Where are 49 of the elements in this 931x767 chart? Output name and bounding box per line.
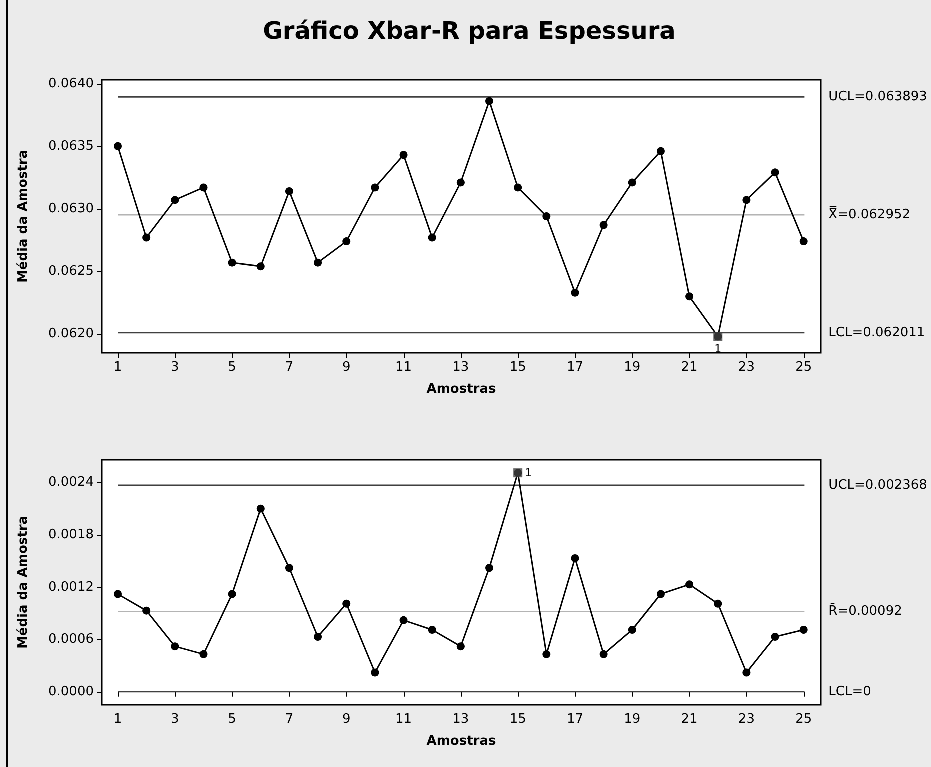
y-tick-label: 0.0630 (48, 201, 94, 216)
x-tick-label: 17 (566, 360, 584, 375)
y-tick-label: 0.0006 (48, 632, 94, 648)
ref-line-label: UCL=0.063893 (828, 90, 928, 105)
x-tick-label: 3 (171, 712, 180, 727)
x-tick-label: 7 (285, 360, 294, 375)
x-axis-title: Amostras (426, 734, 496, 749)
ref-line-label: R̄=0.00092 (828, 602, 902, 620)
annotation: 1 (714, 342, 722, 356)
x-tick-label: 15 (510, 360, 526, 375)
x-tick-label: 9 (342, 712, 351, 727)
y-tick-label: 0.0012 (48, 580, 94, 595)
x-tick-label: 11 (396, 360, 412, 375)
y-tick-label: 0.0640 (48, 76, 94, 92)
x-tick-label: 25 (796, 360, 812, 375)
x-tick-label: 13 (452, 360, 470, 375)
y-tick-label: 0.0000 (48, 684, 94, 700)
chart-title: Gráfico Xbar-R para Espessura (263, 17, 676, 45)
annotation: 1 (525, 466, 532, 480)
ref-line-label: X̿=0.062952 (828, 206, 911, 222)
x-tick-label: 3 (171, 360, 180, 375)
x-tick-label: 25 (796, 712, 812, 727)
x-tick-label: 1 (114, 712, 122, 727)
ref-line-label: LCL=0.062011 (828, 325, 926, 340)
y-tick-label: 0.0024 (48, 475, 94, 490)
y-tick-label: 0.0620 (48, 326, 94, 342)
x-tick-label: 11 (396, 712, 412, 727)
x-tick-label: 1 (114, 360, 122, 375)
y-tick-label: 0.0635 (48, 138, 94, 154)
x-tick-label: 21 (681, 360, 698, 375)
ref-line-label: UCL=0.002368 (828, 478, 928, 493)
x-tick-label: 23 (738, 712, 755, 727)
y-axis-title: Média da Amostra (16, 516, 31, 650)
x-tick-label: 19 (624, 712, 641, 727)
y-tick-label: 0.0018 (48, 527, 94, 542)
x-tick-label: 23 (738, 360, 755, 375)
x-tick-label: 7 (285, 712, 294, 727)
ref-line-label: LCL=0 (828, 684, 872, 700)
x-tick-label: 21 (681, 712, 698, 727)
x-tick-label: 17 (566, 712, 584, 727)
y-tick-label: 0.0625 (48, 264, 94, 280)
x-tick-label: 13 (452, 712, 470, 727)
y-axis-title: Média da Amostra (16, 150, 31, 284)
x-axis-title: Amostras (426, 382, 496, 397)
x-tick-label: 5 (228, 712, 236, 727)
x-tick-label: 9 (342, 360, 351, 375)
x-tick-label: 19 (624, 360, 641, 375)
x-tick-label: 5 (228, 360, 236, 375)
x-tick-label: 15 (510, 712, 526, 727)
